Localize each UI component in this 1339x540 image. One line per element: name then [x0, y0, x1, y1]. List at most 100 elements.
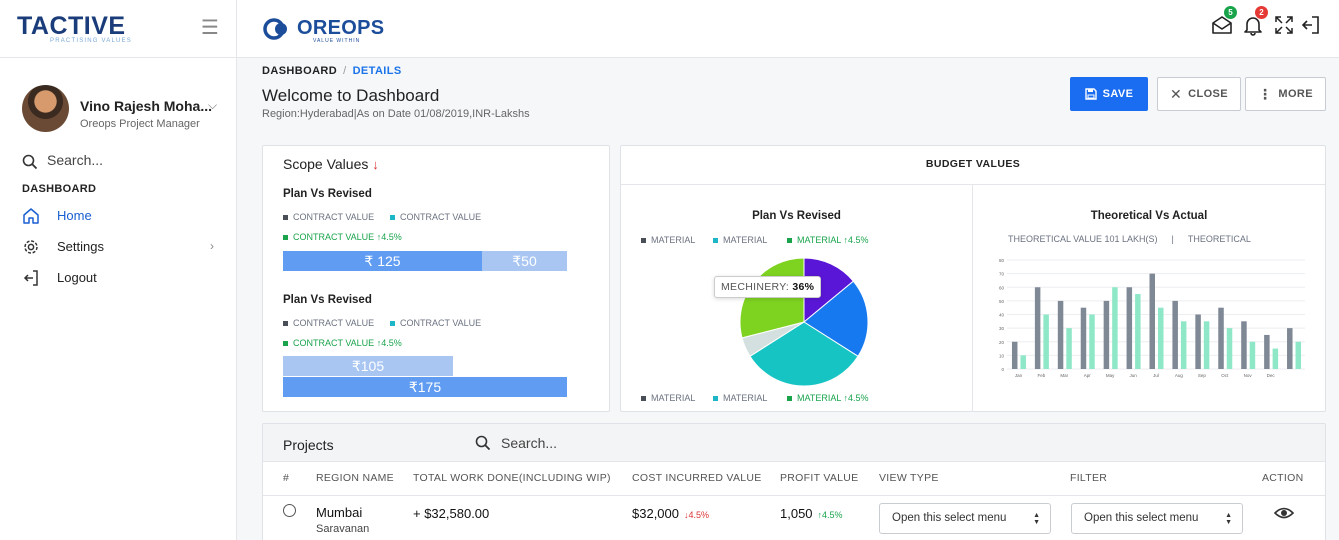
- bar-theoretical-value[interactable]: [1218, 307, 1224, 369]
- user-name[interactable]: Vino Rajesh Moha...: [80, 98, 212, 114]
- bar-theoretical-value[interactable]: [1103, 300, 1110, 369]
- bar-theoretical[interactable]: [1226, 328, 1233, 369]
- bar-theoretical-value[interactable]: [1080, 307, 1087, 369]
- x-tick-label: Apr: [1084, 373, 1092, 378]
- y-tick-label: 10: [999, 353, 1005, 358]
- breadcrumb-root[interactable]: DASHBOARD: [262, 65, 338, 77]
- bar-theoretical-value[interactable]: [1172, 300, 1178, 369]
- select-value: Open this select menu: [892, 512, 1007, 524]
- legend-contract-value: CONTRACT VALUE: [283, 318, 374, 328]
- close-label: CLOSE: [1188, 88, 1229, 100]
- cost-value: $32,000: [632, 506, 679, 521]
- filter-select[interactable]: Open this select menu ▲ ▼: [1071, 503, 1243, 534]
- search-input[interactable]: Search...: [47, 152, 104, 168]
- tooltip-value: 36%: [792, 281, 815, 293]
- bar-theoretical-value[interactable]: [1287, 328, 1293, 369]
- bar-theoretical[interactable]: [1112, 287, 1118, 369]
- company-logo-mark-icon: [263, 18, 287, 40]
- row-select-radio[interactable]: [283, 504, 296, 517]
- bar-theoretical-value[interactable]: [1264, 334, 1270, 369]
- bar-theoretical[interactable]: [1089, 314, 1095, 370]
- bar-theoretical-value[interactable]: [1034, 287, 1041, 369]
- scope-values-title-text: Scope Values: [283, 156, 369, 172]
- hamburger-menu-icon[interactable]: ☰: [201, 17, 219, 39]
- sidebar-item-logout[interactable]: Logout: [22, 268, 222, 290]
- divider: [972, 185, 973, 411]
- divider: [263, 495, 1325, 496]
- chevron-down-icon[interactable]: ⌵: [208, 98, 218, 112]
- cost-change: ↓4.5%: [684, 510, 709, 520]
- breadcrumb-separator: /: [343, 65, 347, 77]
- arrow-up-icon: ↑: [376, 232, 382, 242]
- bar-theoretical[interactable]: [1135, 294, 1141, 369]
- column-header-view-type: VIEW TYPE: [879, 472, 939, 484]
- top-bar: OREOPS VALUE WITHIN 5 2: [237, 0, 1339, 58]
- scope-values-card: Scope Values ↓ Plan Vs Revised CONTRACT …: [262, 145, 610, 412]
- scope-values-title: Scope Values ↓: [283, 156, 379, 172]
- y-tick-label: 80: [999, 258, 1005, 263]
- pie-slice[interactable]: [803, 257, 855, 324]
- bar-chart[interactable]: 0 10 20 30 40 50 60 70 80 Jan Feb Mar Apr May Jun Jul Au…: [993, 252, 1313, 387]
- bar-theoretical[interactable]: [1295, 341, 1302, 369]
- y-tick-label: 50: [999, 299, 1005, 304]
- avatar[interactable]: [22, 85, 69, 132]
- save-button[interactable]: SAVE: [1070, 77, 1148, 111]
- bar-theoretical[interactable]: [1158, 307, 1164, 369]
- column-header-profit[interactable]: PROFIT VALUE: [780, 472, 859, 484]
- scope-bar-plan: ₹105: [283, 356, 453, 376]
- sidebar-item-label: Home: [57, 208, 92, 223]
- logout-icon: [1301, 16, 1319, 34]
- legend-label: CONTRACT VALUE: [400, 212, 482, 222]
- projects-search-input[interactable]: Search...: [501, 435, 558, 451]
- bar-theoretical-value[interactable]: [1011, 341, 1018, 369]
- x-tick-label: Jul: [1153, 373, 1159, 378]
- bar-theoretical[interactable]: [1180, 321, 1187, 369]
- column-header-region[interactable]: REGION NAME: [316, 472, 394, 484]
- scope-bar-revised: ₹175: [283, 377, 567, 397]
- logout-button[interactable]: [1300, 14, 1322, 36]
- more-button[interactable]: ⋮ MORE: [1245, 77, 1326, 111]
- arrow-down-icon: ↓: [684, 510, 689, 520]
- sidebar-section-heading: DASHBOARD: [22, 183, 97, 195]
- bar-theoretical[interactable]: [1249, 341, 1256, 369]
- y-tick-label: 40: [999, 313, 1005, 318]
- bar-theoretical-value[interactable]: [1126, 287, 1133, 369]
- sidebar-item-settings[interactable]: Settings ›: [22, 237, 222, 259]
- fullscreen-icon: [1275, 16, 1293, 34]
- view-type-select[interactable]: Open this select menu ▲ ▼: [879, 503, 1051, 534]
- brand-logo[interactable]: TACTIVE: [17, 12, 126, 40]
- bar-theoretical[interactable]: [1066, 328, 1072, 369]
- x-tick-label: Jun: [1129, 373, 1137, 378]
- bar-theoretical[interactable]: [1020, 355, 1026, 369]
- pie-tooltip: MECHINERY: 36%: [714, 276, 822, 298]
- column-header-action: ACTION: [1262, 472, 1304, 484]
- pie-slice[interactable]: [749, 321, 859, 387]
- bar-theoretical-value[interactable]: [1195, 314, 1201, 370]
- sidebar-search[interactable]: Search...: [22, 152, 222, 172]
- sidebar-item-home[interactable]: Home: [22, 206, 222, 228]
- bar-theoretical[interactable]: [1272, 348, 1279, 369]
- notification-button[interactable]: 2: [1242, 6, 1268, 36]
- column-header-cost[interactable]: COST INCURRED VALUE: [632, 472, 762, 484]
- pie-slice[interactable]: [803, 280, 869, 357]
- sidebar-item-label: Logout: [57, 270, 97, 285]
- fullscreen-button[interactable]: [1273, 14, 1295, 36]
- eye-icon[interactable]: [1274, 506, 1294, 520]
- bar-theoretical-value[interactable]: [1241, 321, 1247, 369]
- column-header-work-done[interactable]: TOTAL WORK DONE(INCLUDING WIP): [413, 472, 611, 484]
- more-vertical-icon: ⋮: [1257, 85, 1273, 102]
- pie-chart[interactable]: [734, 252, 874, 392]
- bar-theoretical[interactable]: [1043, 314, 1049, 370]
- legend-label: THEORETICAL VALUE 101 LAKH(S): [1008, 234, 1158, 244]
- user-role: Oreops Project Manager: [80, 118, 200, 130]
- close-button[interactable]: ✕ CLOSE: [1157, 77, 1241, 111]
- bar-theoretical[interactable]: [1203, 321, 1210, 369]
- bar-theoretical-value[interactable]: [1057, 300, 1064, 369]
- y-tick-label: 0: [1001, 367, 1004, 372]
- mail-button[interactable]: 5: [1211, 6, 1237, 36]
- breadcrumb: DASHBOARD / DETAILS: [262, 65, 402, 77]
- legend-label: MATERIAL: [651, 235, 696, 245]
- select-caret-icon: ▲ ▼: [1225, 512, 1232, 526]
- pie-legend-item: MATERIAL: [713, 393, 767, 403]
- bar-theoretical-value[interactable]: [1149, 273, 1156, 369]
